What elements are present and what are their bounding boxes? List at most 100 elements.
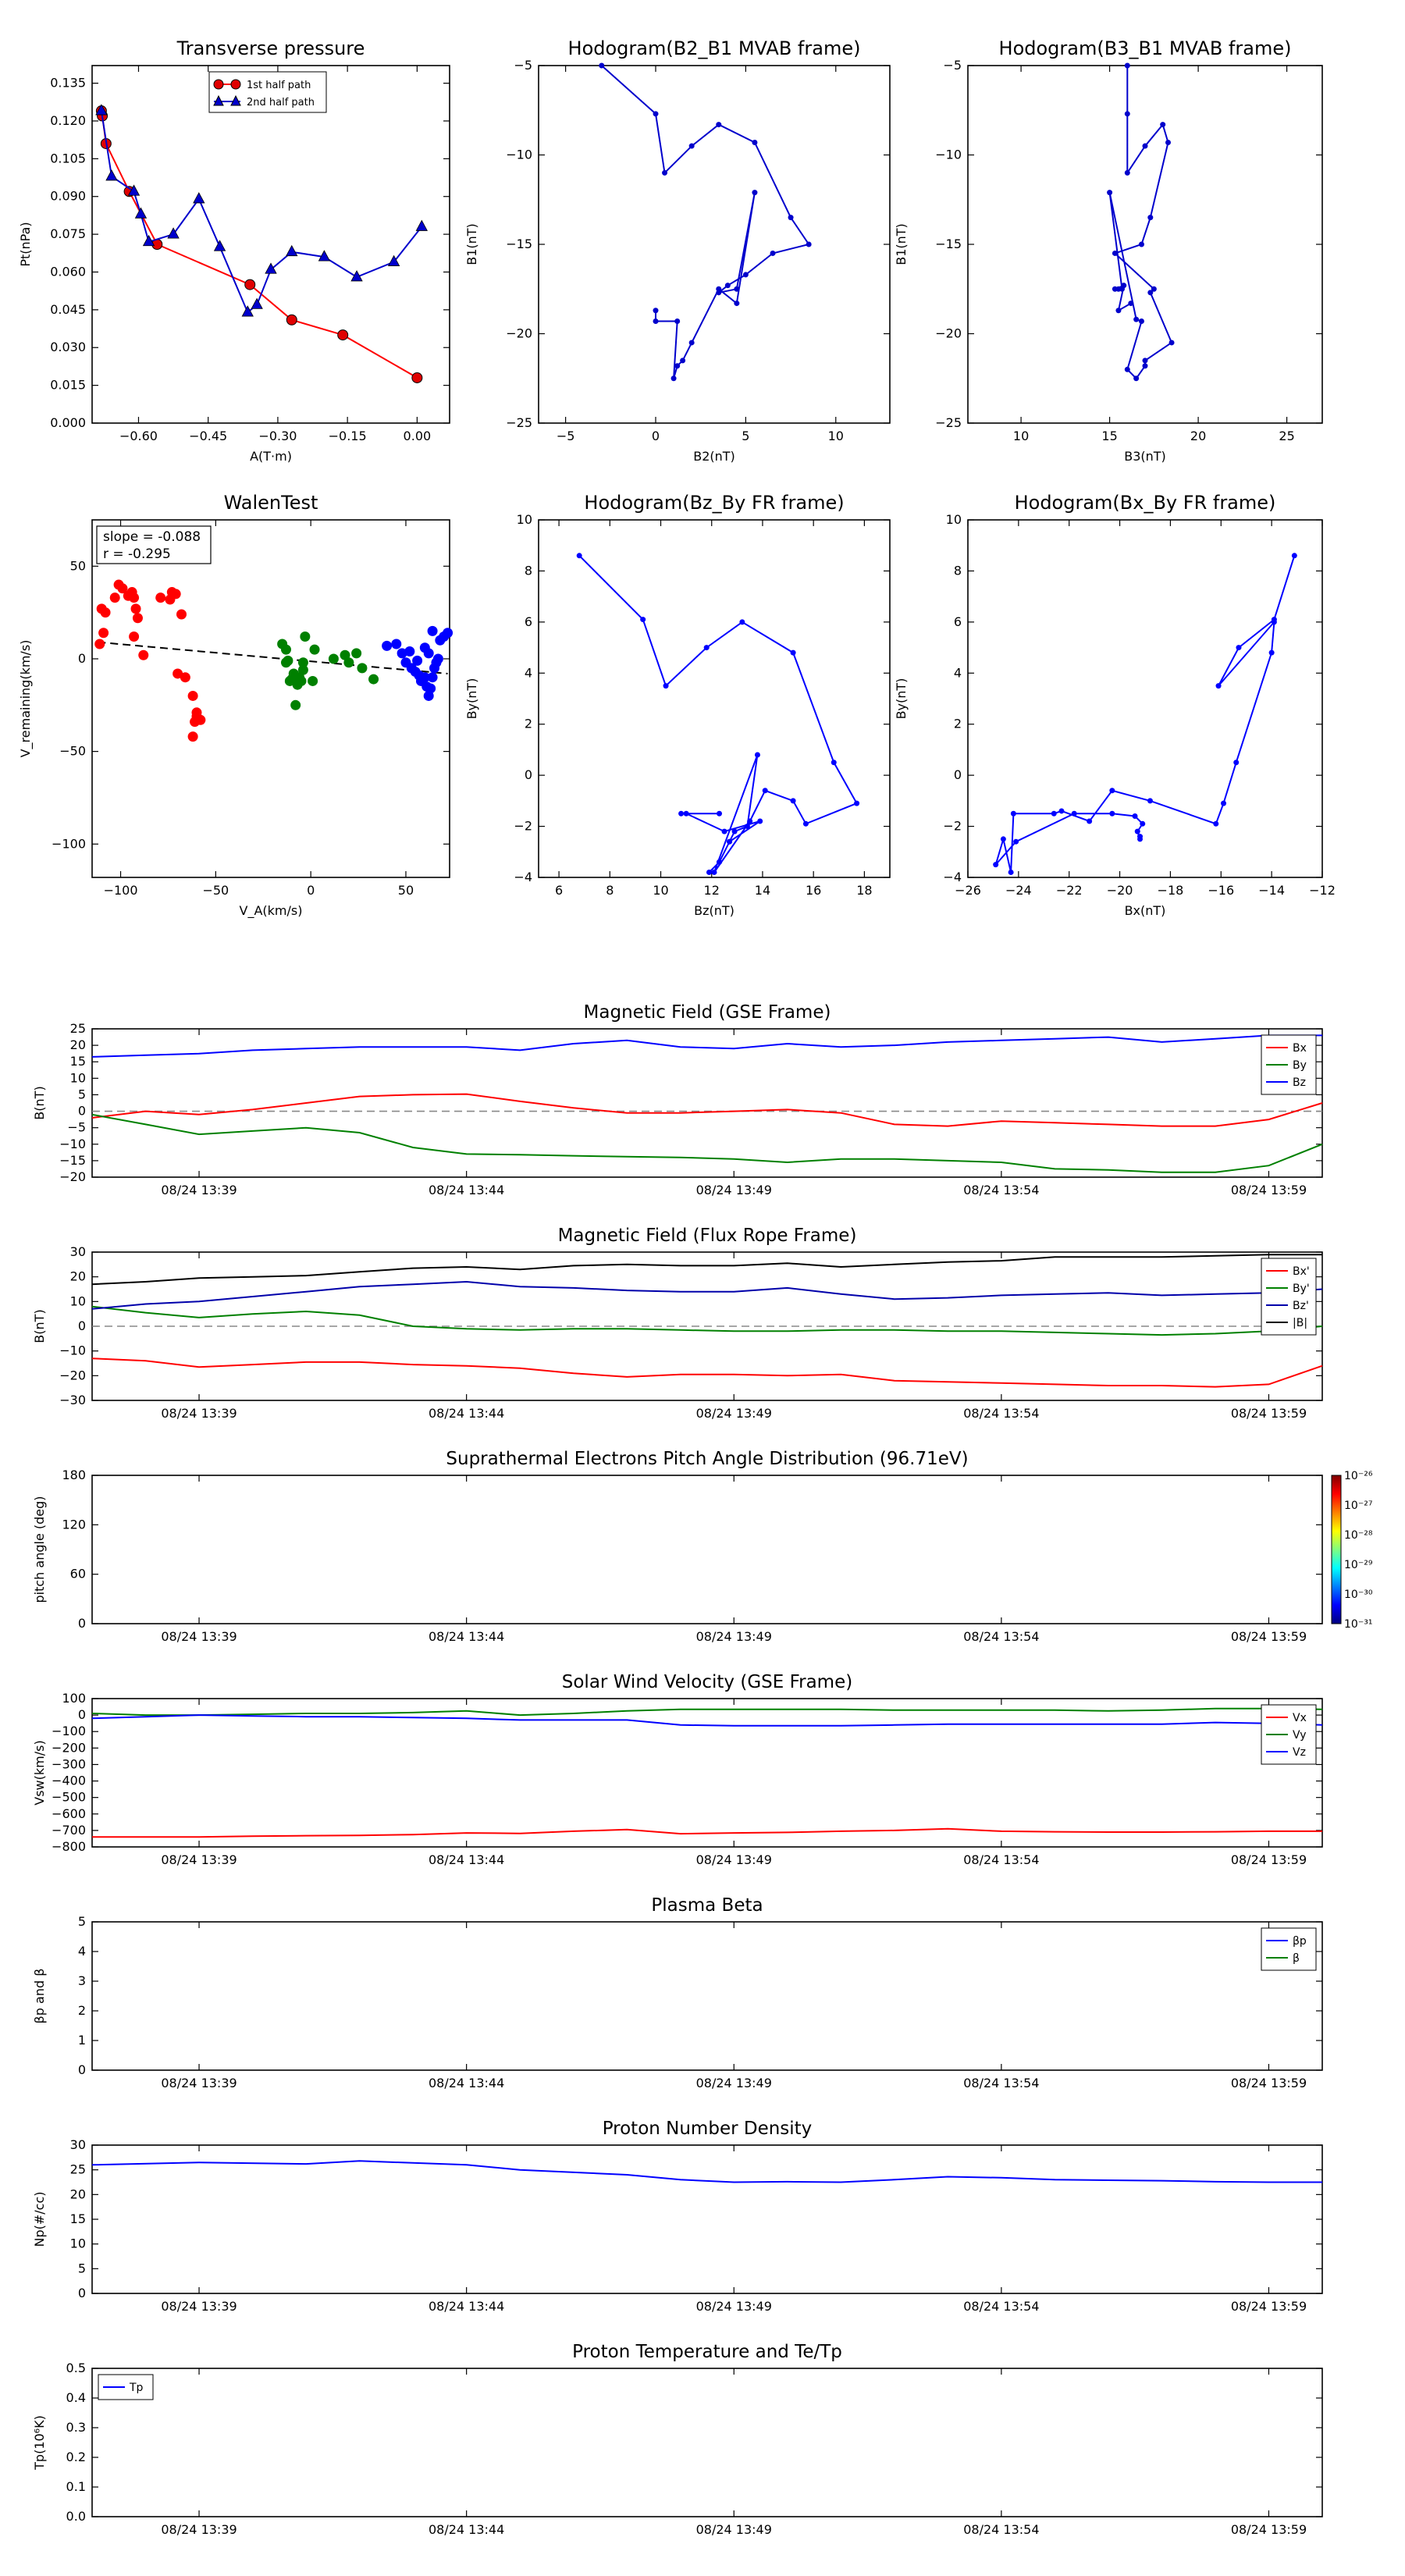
legend: Vx Vy Vz [1261, 1704, 1317, 1765]
data-point [599, 62, 605, 69]
legend-label: βp [1293, 1935, 1307, 1948]
x-tick-label: 10 [1013, 429, 1029, 443]
chart-title: Solar Wind Velocity (GSE Frame) [562, 1672, 852, 1692]
plot-frame [91, 1028, 1323, 1178]
data-point [404, 646, 415, 656]
y-tick-label: 0.0 [66, 2509, 86, 2524]
x-tick-label: 08/24 13:49 [696, 1629, 772, 1644]
y-tick-label: −15 [506, 237, 532, 251]
data-point [105, 169, 118, 181]
x-tick-label: 15 [1101, 429, 1117, 443]
chart-title: Hodogram(B2_B1 MVAB frame) [568, 37, 861, 59]
plot-frame [91, 519, 450, 878]
y-tick-label: 5 [78, 1914, 86, 1929]
data-point [411, 372, 423, 383]
chart-title: Proton Number Density [603, 2119, 813, 2139]
y-tick-label: 5 [78, 2261, 86, 2275]
y-tick-label: 2 [525, 717, 532, 731]
chart-title: WalenTest [224, 492, 318, 514]
y-tick-label: 0.060 [50, 264, 86, 279]
plot-frame [967, 65, 1323, 424]
data-point [95, 104, 108, 116]
data-point [802, 820, 809, 827]
plot-frame [91, 1921, 1323, 2071]
y-tick-label: 0.135 [50, 76, 86, 91]
data-point [94, 639, 105, 649]
data-point [1109, 788, 1115, 794]
data-point [195, 714, 206, 725]
data-point [132, 613, 143, 624]
legend: Tp [98, 2374, 154, 2400]
chart-title: Magnetic Field (GSE Frame) [584, 1002, 831, 1023]
legend: Bx' By' Bz' |B| [1261, 1258, 1317, 1336]
data-point [318, 250, 331, 262]
data-point [1109, 810, 1115, 817]
plot-frame [91, 2368, 1323, 2517]
x-tick-label: 18 [856, 883, 872, 898]
data-point [1137, 834, 1144, 840]
data-point [752, 139, 758, 145]
x-tick-label: 10 [653, 883, 668, 898]
data-point [251, 297, 263, 309]
x-tick-label: −14 [1258, 883, 1285, 898]
x-tick-label: 08/24 13:54 [963, 1183, 1039, 1197]
legend-marker [230, 94, 241, 106]
data-point [717, 859, 723, 865]
y-tick-label: −500 [52, 1790, 86, 1805]
data-point [706, 869, 712, 875]
x-tick-label: 08/24 13:59 [1231, 1629, 1307, 1644]
x-tick-label: 08/24 13:39 [161, 2299, 237, 2314]
y-tick-label: 0.090 [50, 189, 86, 204]
data-point [1132, 813, 1138, 819]
data-point [716, 286, 722, 292]
data-point [1151, 286, 1157, 292]
y-tick-label: 0.4 [66, 2390, 86, 2405]
data-point [1140, 820, 1146, 827]
data-point [415, 219, 428, 231]
y-axis-label: B1(nT) [894, 223, 909, 265]
y-tick-label: 10 [70, 2236, 86, 2251]
data-point [744, 824, 750, 830]
colorbar-label: 10⁻²⁷ [1344, 1500, 1372, 1512]
data-point [717, 810, 723, 817]
x-axis-label: Bx(nT) [1125, 903, 1166, 918]
x-tick-label: 08/24 13:39 [161, 2076, 237, 2090]
data-point [397, 648, 407, 659]
y-axis-label: Pt(nPa) [18, 222, 33, 266]
x-tick-label: 10 [828, 429, 844, 443]
data-point [308, 675, 318, 686]
y-tick-label: 0 [78, 1318, 86, 1333]
series-line-Bz' [91, 1280, 1323, 1310]
y-axis-label: B(nT) [32, 1086, 47, 1119]
data-point [742, 272, 749, 278]
y-tick-label: 0 [78, 2286, 86, 2300]
data-point [711, 869, 717, 875]
y-tick-label: 0 [78, 651, 86, 666]
y-tick-label: 4 [78, 1944, 86, 1959]
legend-label: Bx [1293, 1042, 1307, 1055]
np-panel: Proton Number Density 0 5 10 15 20 25 30 08/24 1… [32, 2119, 1323, 2314]
x-tick-label: 25 [1279, 429, 1294, 443]
x-tick-label: 08/24 13:44 [429, 2299, 504, 2314]
y-axis-label: V_remaining(km/s) [18, 640, 34, 758]
data-point [176, 609, 187, 620]
legend-marker [213, 79, 224, 90]
y-tick-label: −15 [935, 237, 962, 251]
data-point [300, 632, 311, 642]
data-point [653, 318, 659, 324]
x-tick-label: 50 [398, 883, 414, 898]
y-tick-label: 1 [78, 2033, 86, 2048]
data-point [739, 619, 745, 625]
data-point [1268, 649, 1275, 656]
x-tick-label: 16 [806, 883, 821, 898]
x-tick-label: 08/24 13:54 [963, 2299, 1039, 2314]
data-point [290, 699, 301, 710]
y-tick-label: 8 [954, 563, 962, 578]
data-point [1221, 800, 1227, 806]
data-point [280, 644, 291, 655]
data-point [1142, 363, 1148, 369]
legend-box [1261, 1927, 1317, 1971]
data-point [703, 645, 710, 651]
data-point [688, 340, 695, 346]
